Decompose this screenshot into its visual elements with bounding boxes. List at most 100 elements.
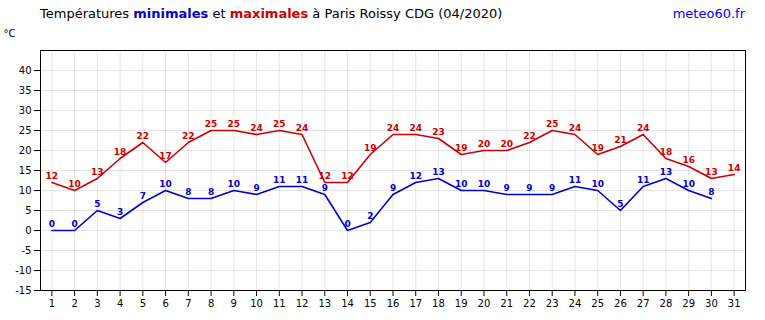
svg-text:-10: -10 xyxy=(15,265,31,276)
svg-text:2: 2 xyxy=(367,211,373,221)
svg-text:24: 24 xyxy=(409,123,422,133)
svg-text:9: 9 xyxy=(253,183,259,193)
svg-text:19: 19 xyxy=(364,143,377,153)
svg-text:10: 10 xyxy=(250,298,263,309)
svg-text:20: 20 xyxy=(500,139,513,149)
svg-text:1: 1 xyxy=(49,298,55,309)
svg-text:10: 10 xyxy=(19,185,32,196)
svg-text:8: 8 xyxy=(208,187,214,197)
svg-text:27: 27 xyxy=(637,298,650,309)
svg-text:-5: -5 xyxy=(22,245,32,256)
svg-text:21: 21 xyxy=(500,298,513,309)
svg-text:28: 28 xyxy=(660,298,673,309)
svg-text:21: 21 xyxy=(614,135,627,145)
svg-text:10: 10 xyxy=(682,179,695,189)
svg-text:23: 23 xyxy=(546,298,559,309)
svg-text:3: 3 xyxy=(94,298,100,309)
svg-text:24: 24 xyxy=(637,123,650,133)
svg-text:8: 8 xyxy=(185,187,191,197)
svg-text:-15: -15 xyxy=(15,285,31,296)
svg-text:0: 0 xyxy=(71,219,77,229)
svg-text:13: 13 xyxy=(318,298,331,309)
svg-text:18: 18 xyxy=(432,298,445,309)
svg-text:24: 24 xyxy=(569,298,582,309)
svg-text:17: 17 xyxy=(159,151,172,161)
svg-text:22: 22 xyxy=(523,131,536,141)
svg-text:11: 11 xyxy=(296,175,309,185)
svg-text:25: 25 xyxy=(19,125,32,136)
svg-text:9: 9 xyxy=(526,183,532,193)
svg-text:5: 5 xyxy=(25,205,31,216)
svg-text:16: 16 xyxy=(387,298,400,309)
svg-text:7: 7 xyxy=(140,191,146,201)
svg-text:10: 10 xyxy=(478,179,491,189)
svg-text:12: 12 xyxy=(296,298,309,309)
svg-text:25: 25 xyxy=(228,119,241,129)
svg-text:10: 10 xyxy=(455,179,468,189)
svg-text:22: 22 xyxy=(523,298,536,309)
svg-text:16: 16 xyxy=(682,155,695,165)
svg-text:11: 11 xyxy=(273,298,286,309)
svg-text:10: 10 xyxy=(159,179,172,189)
svg-text:31: 31 xyxy=(728,298,741,309)
svg-text:19: 19 xyxy=(455,298,468,309)
svg-text:13: 13 xyxy=(432,167,445,177)
svg-text:9: 9 xyxy=(504,183,510,193)
svg-text:22: 22 xyxy=(137,131,150,141)
svg-text:°C: °C xyxy=(4,28,16,39)
svg-text:20: 20 xyxy=(19,145,32,156)
svg-text:24: 24 xyxy=(387,123,400,133)
svg-text:11: 11 xyxy=(637,175,650,185)
svg-text:24: 24 xyxy=(296,123,309,133)
svg-text:9: 9 xyxy=(322,183,328,193)
svg-text:11: 11 xyxy=(273,175,286,185)
svg-text:18: 18 xyxy=(660,147,673,157)
svg-text:22: 22 xyxy=(182,131,195,141)
svg-text:2: 2 xyxy=(71,298,77,309)
svg-text:19: 19 xyxy=(591,143,604,153)
svg-text:29: 29 xyxy=(682,298,695,309)
svg-text:4: 4 xyxy=(117,298,123,309)
svg-text:12: 12 xyxy=(319,171,332,181)
svg-text:0: 0 xyxy=(25,225,31,236)
svg-text:9: 9 xyxy=(390,183,396,193)
svg-text:0: 0 xyxy=(49,219,55,229)
svg-text:30: 30 xyxy=(705,298,718,309)
svg-text:5: 5 xyxy=(140,298,146,309)
svg-text:13: 13 xyxy=(705,167,718,177)
svg-text:15: 15 xyxy=(19,165,32,176)
svg-text:10: 10 xyxy=(591,179,604,189)
svg-text:25: 25 xyxy=(591,298,604,309)
svg-text:13: 13 xyxy=(91,167,104,177)
svg-text:35: 35 xyxy=(19,85,32,96)
svg-text:20: 20 xyxy=(478,139,491,149)
svg-text:13: 13 xyxy=(660,167,673,177)
svg-text:20: 20 xyxy=(478,298,491,309)
svg-text:9: 9 xyxy=(549,183,555,193)
svg-text:8: 8 xyxy=(708,187,714,197)
svg-text:5: 5 xyxy=(94,199,100,209)
svg-text:26: 26 xyxy=(614,298,627,309)
svg-text:10: 10 xyxy=(228,179,241,189)
svg-text:5: 5 xyxy=(617,199,623,209)
svg-text:14: 14 xyxy=(341,298,354,309)
svg-text:23: 23 xyxy=(432,127,445,137)
svg-text:25: 25 xyxy=(546,119,559,129)
svg-text:40: 40 xyxy=(19,65,32,76)
svg-text:6: 6 xyxy=(162,298,168,309)
svg-text:12: 12 xyxy=(341,171,354,181)
svg-text:24: 24 xyxy=(250,123,263,133)
svg-text:0: 0 xyxy=(344,219,350,229)
svg-text:24: 24 xyxy=(569,123,582,133)
svg-text:10: 10 xyxy=(68,179,81,189)
svg-text:30: 30 xyxy=(19,105,32,116)
svg-text:12: 12 xyxy=(46,171,59,181)
svg-text:19: 19 xyxy=(455,143,468,153)
svg-text:9: 9 xyxy=(231,298,237,309)
svg-text:25: 25 xyxy=(273,119,286,129)
svg-text:12: 12 xyxy=(409,171,422,181)
svg-text:15: 15 xyxy=(364,298,377,309)
svg-text:18: 18 xyxy=(114,147,127,157)
svg-text:11: 11 xyxy=(569,175,582,185)
svg-text:7: 7 xyxy=(185,298,191,309)
